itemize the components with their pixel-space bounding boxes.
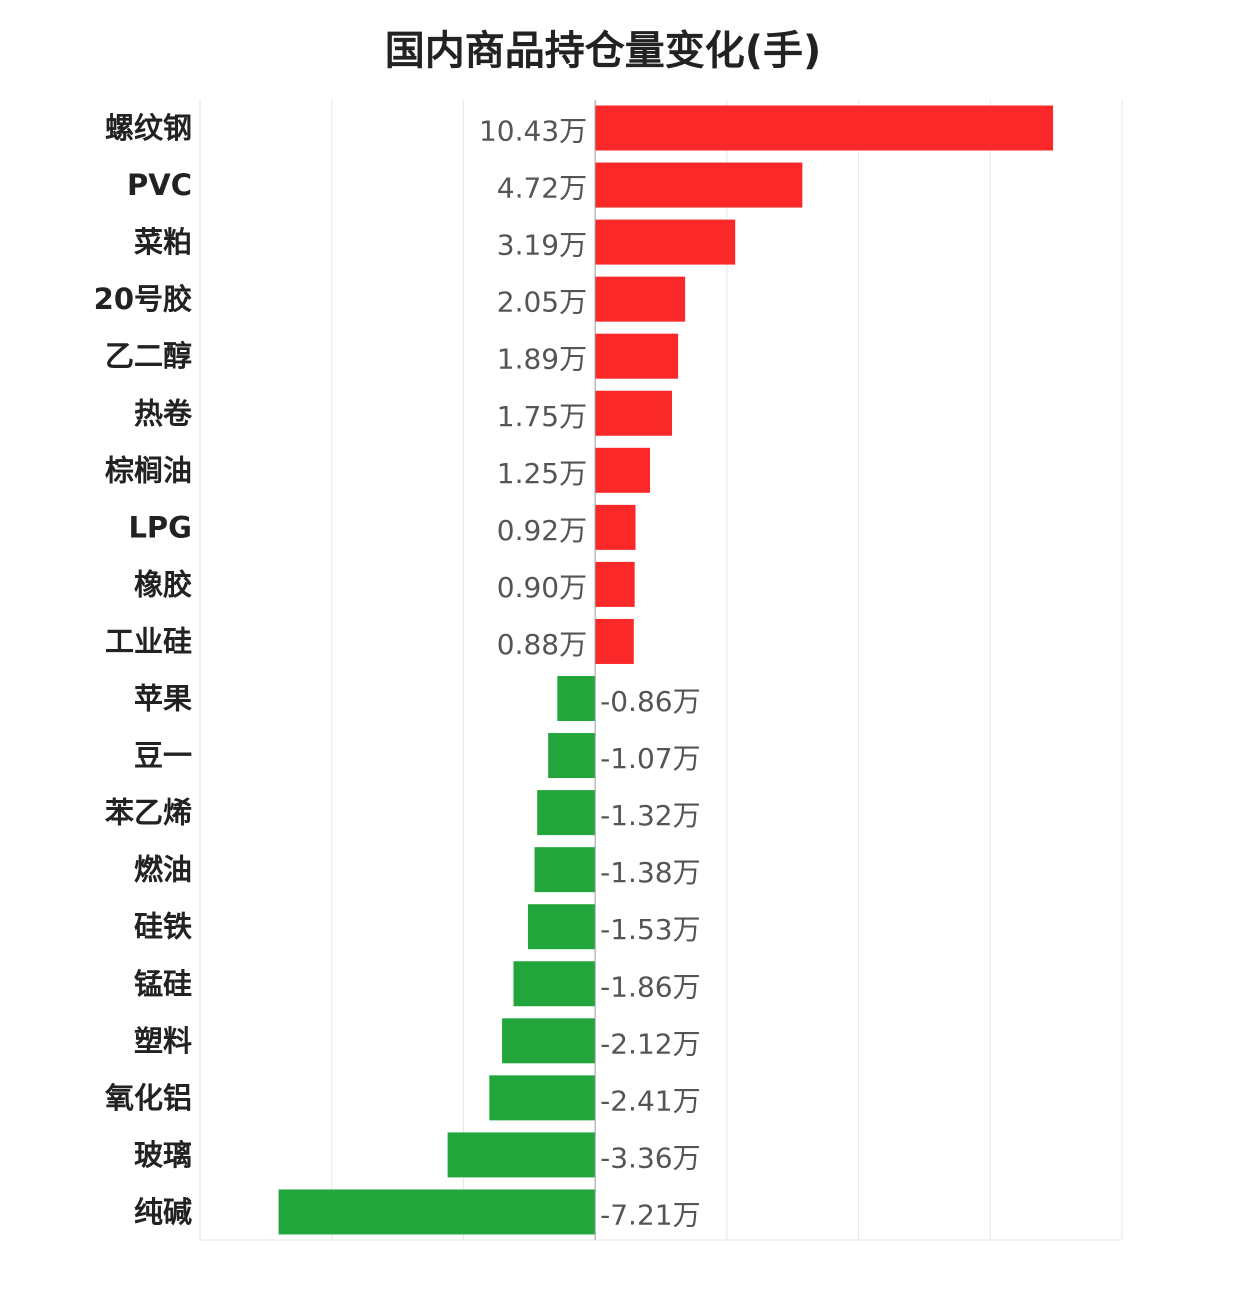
bar	[513, 961, 596, 1007]
category-label: 锰硅	[134, 967, 192, 1001]
category-label: 苯乙烯	[105, 796, 192, 830]
bar	[595, 276, 686, 322]
bar	[537, 790, 596, 836]
bar	[595, 162, 803, 208]
grid-layer	[199, 100, 1123, 1241]
value-label: 1.89万	[497, 343, 587, 376]
bar	[502, 1018, 596, 1064]
value-label: -1.32万	[600, 799, 700, 832]
bar	[595, 390, 672, 436]
category-label: 硅铁	[134, 910, 192, 944]
bar	[595, 504, 636, 550]
bar	[527, 904, 596, 950]
bar	[595, 219, 736, 265]
category-label: 纯碱	[134, 1195, 192, 1229]
bar	[595, 333, 679, 379]
category-label: LPG	[128, 510, 192, 544]
value-label: 4.72万	[497, 172, 587, 205]
category-label: 塑料	[134, 1024, 192, 1058]
category-label: 20号胶	[94, 282, 192, 316]
value-label: -2.41万	[600, 1084, 700, 1117]
category-label: 热卷	[134, 396, 193, 430]
category-label: 燃油	[134, 853, 192, 887]
category-label: 玻璃	[134, 1138, 192, 1172]
value-label: 0.90万	[497, 571, 587, 604]
bar	[447, 1132, 596, 1178]
value-label: 1.75万	[497, 400, 587, 433]
category-label: 乙二醇	[105, 339, 192, 373]
category-label: 豆一	[134, 739, 192, 773]
value-label: 0.92万	[497, 514, 587, 547]
category-label: 工业硅	[105, 624, 192, 658]
bar	[595, 561, 635, 607]
value-label: 1.25万	[497, 457, 587, 490]
category-label: PVC	[127, 168, 192, 202]
bar	[548, 733, 596, 779]
bar	[489, 1075, 596, 1121]
category-label: 苹果	[134, 682, 192, 716]
value-label: -1.53万	[600, 913, 700, 946]
value-label: -0.86万	[600, 685, 700, 718]
value-label: -1.86万	[600, 970, 700, 1003]
category-label: 螺纹钢	[105, 111, 192, 145]
category-label: 氧化铝	[104, 1081, 192, 1115]
value-label: -1.38万	[600, 856, 700, 889]
bar	[534, 847, 596, 893]
value-label: -3.36万	[600, 1141, 700, 1174]
value-label: 2.05万	[497, 286, 587, 319]
bar	[278, 1189, 596, 1235]
category-label: 菜粕	[134, 225, 192, 259]
category-label: 橡胶	[134, 567, 192, 601]
value-label: 0.88万	[497, 628, 587, 661]
category-label: 棕榈油	[105, 453, 192, 487]
value-label: 10.43万	[479, 115, 587, 148]
bar	[595, 618, 634, 664]
chart-title: 国内商品持仓量变化(手)	[384, 28, 822, 74]
bar	[595, 447, 651, 493]
bar	[557, 676, 596, 721]
value-label: 3.19万	[497, 229, 587, 262]
bar-layer	[278, 100, 1054, 1240]
bar	[595, 105, 1054, 151]
value-label: -1.07万	[600, 742, 700, 775]
value-label: -7.21万	[600, 1198, 700, 1231]
value-label: -2.12万	[600, 1027, 700, 1060]
